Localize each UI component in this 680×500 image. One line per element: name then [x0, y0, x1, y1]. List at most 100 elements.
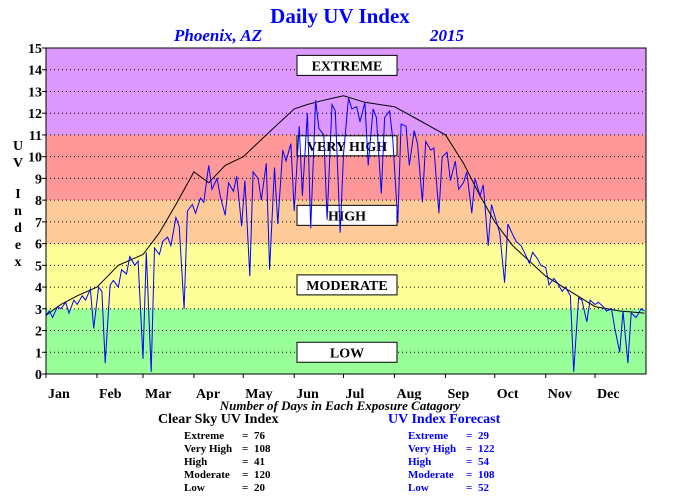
stat-value: 54	[478, 456, 489, 468]
stat-equals: =	[242, 482, 249, 494]
x-tick-label: Oct	[497, 387, 519, 400]
y-axis-label-letter: n	[14, 204, 22, 219]
plot-frame	[45, 47, 647, 375]
stat-row: High = 54	[408, 456, 500, 469]
y-axis-label-letter: d	[14, 221, 22, 236]
y-axis-label-letter: U	[12, 139, 24, 154]
stat-value: 41	[254, 456, 265, 468]
band-label-box	[296, 274, 398, 296]
stat-equals: =	[242, 469, 249, 481]
uv-forecast-line	[45, 97, 645, 372]
stat-row: Extreme = 29	[408, 430, 500, 443]
stat-label: Very High	[408, 443, 457, 455]
stat-label: Moderate	[184, 469, 230, 481]
stat-label: High	[184, 456, 208, 468]
x-tick-label: Mar	[145, 387, 171, 400]
y-tick-label: 1	[35, 346, 42, 361]
band-label: LOW	[330, 346, 364, 361]
chart-title: Daily UV Index	[270, 4, 410, 28]
chart-year: 2015	[430, 26, 464, 45]
y-axis-label-letter: x	[14, 255, 22, 270]
stat-value: 108	[254, 443, 271, 455]
stat-equals: =	[242, 456, 249, 468]
x-tick-label: May	[245, 387, 272, 400]
stat-row: Moderate = 108	[408, 469, 500, 482]
x-tick-label: Jun	[296, 387, 319, 400]
y-tick-label: 2	[35, 325, 42, 340]
stat-label: Extreme	[408, 430, 449, 442]
stat-row: Low = 52	[408, 482, 500, 495]
band-label-box	[296, 54, 398, 76]
x-tick-label: Jan	[48, 387, 70, 400]
clear-sky-uv-line	[45, 95, 645, 316]
stat-label: Extreme	[184, 430, 225, 442]
stat-row: Moderate = 120	[184, 469, 278, 482]
stat-row: High = 41	[184, 456, 278, 469]
y-tick-label: 5	[35, 259, 42, 274]
forecast-stats: UV Index Forecast Extreme = 29 Very High = 12…	[388, 412, 500, 495]
forecast-rows: Extreme = 29 Very High = 122 High = 54 Moderate = 1…	[408, 430, 500, 495]
clear-sky-stats: Clear Sky UV Index Extreme = 76 Very High = 1…	[158, 412, 278, 495]
y-tick-label: 14	[28, 64, 42, 79]
stat-row: Low = 20	[184, 482, 278, 495]
band-low	[46, 308, 646, 374]
y-tick-label: 10	[28, 151, 42, 166]
band-label-box	[296, 135, 398, 157]
band-label-box	[296, 341, 398, 363]
x-tick-label: Sep	[447, 387, 469, 400]
stat-value: 76	[254, 430, 265, 442]
stat-equals: =	[466, 482, 473, 494]
y-tick-label: 7	[35, 216, 42, 231]
stat-value: 29	[478, 430, 489, 442]
stat-equals: =	[466, 443, 473, 455]
stat-label: High	[408, 456, 432, 468]
stat-label: Low	[184, 482, 205, 494]
y-tick-label: 3	[35, 303, 42, 318]
stat-row: Very High = 108	[184, 443, 278, 456]
band-label: HIGH	[328, 209, 366, 224]
band-label: VERY HIGH	[307, 140, 387, 155]
stat-value: 52	[478, 482, 489, 494]
y-axis-label-letter: V	[12, 156, 24, 171]
stat-equals: =	[242, 430, 249, 442]
y-tick-label: 8	[35, 194, 42, 209]
clear-sky-title: Clear Sky UV Index	[158, 412, 279, 427]
y-tick-label: 0	[35, 368, 42, 383]
stat-value: 122	[478, 443, 495, 455]
x-tick-label: Aug	[396, 387, 421, 400]
stat-equals: =	[466, 469, 473, 481]
stat-value: 108	[478, 469, 495, 481]
stat-label: Very High	[184, 443, 233, 455]
y-tick-label: 4	[35, 281, 42, 296]
y-tick-label: 6	[35, 238, 42, 253]
stat-label: Low	[408, 482, 429, 494]
y-tick-label: 11	[29, 129, 42, 144]
x-tick-label: Jul	[346, 387, 365, 400]
x-tick-label: Apr	[196, 387, 220, 400]
footer-caption: Number of Days in Each Exposure Catagory	[219, 398, 461, 413]
y-tick-label: 9	[35, 172, 42, 187]
x-tick-label: Feb	[99, 387, 122, 400]
clear-sky-rows: Extreme = 76 Very High = 108 High = 41 Moderate = 1…	[184, 430, 278, 495]
stat-equals: =	[466, 456, 473, 468]
forecast-title: UV Index Forecast	[388, 412, 501, 427]
stat-row: Very High = 122	[408, 443, 500, 456]
stat-label: Moderate	[408, 469, 454, 481]
chart-location: Phoenix, AZ	[174, 26, 263, 45]
x-tick-label: Nov	[548, 387, 572, 400]
stat-value: 20	[254, 482, 265, 494]
x-tick-label: Dec	[597, 387, 620, 400]
y-axis-label-letter: e	[14, 238, 22, 253]
band-label: MODERATE	[306, 279, 387, 294]
y-tick-label: 13	[28, 85, 42, 100]
y-axis-label-letter: I	[15, 187, 21, 202]
stat-row: Extreme = 76	[184, 430, 278, 443]
y-tick-label: 15	[28, 42, 42, 57]
band-label: EXTREME	[312, 59, 383, 74]
stat-equals: =	[242, 443, 249, 455]
y-tick-label: 12	[28, 107, 42, 122]
stat-value: 120	[254, 469, 271, 481]
stat-equals: =	[466, 430, 473, 442]
